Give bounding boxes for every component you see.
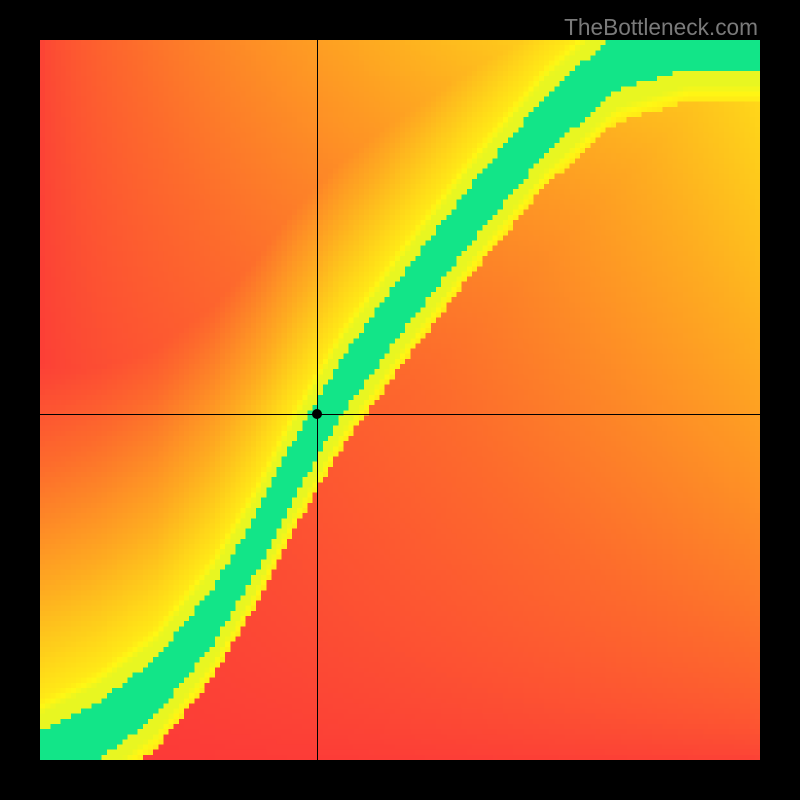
- selection-marker: [312, 409, 322, 419]
- crosshair-vertical: [317, 40, 318, 760]
- bottleneck-heatmap: [40, 40, 760, 760]
- watermark-text: TheBottleneck.com: [564, 14, 758, 41]
- crosshair-horizontal: [40, 414, 760, 415]
- heatmap-canvas: [40, 40, 760, 760]
